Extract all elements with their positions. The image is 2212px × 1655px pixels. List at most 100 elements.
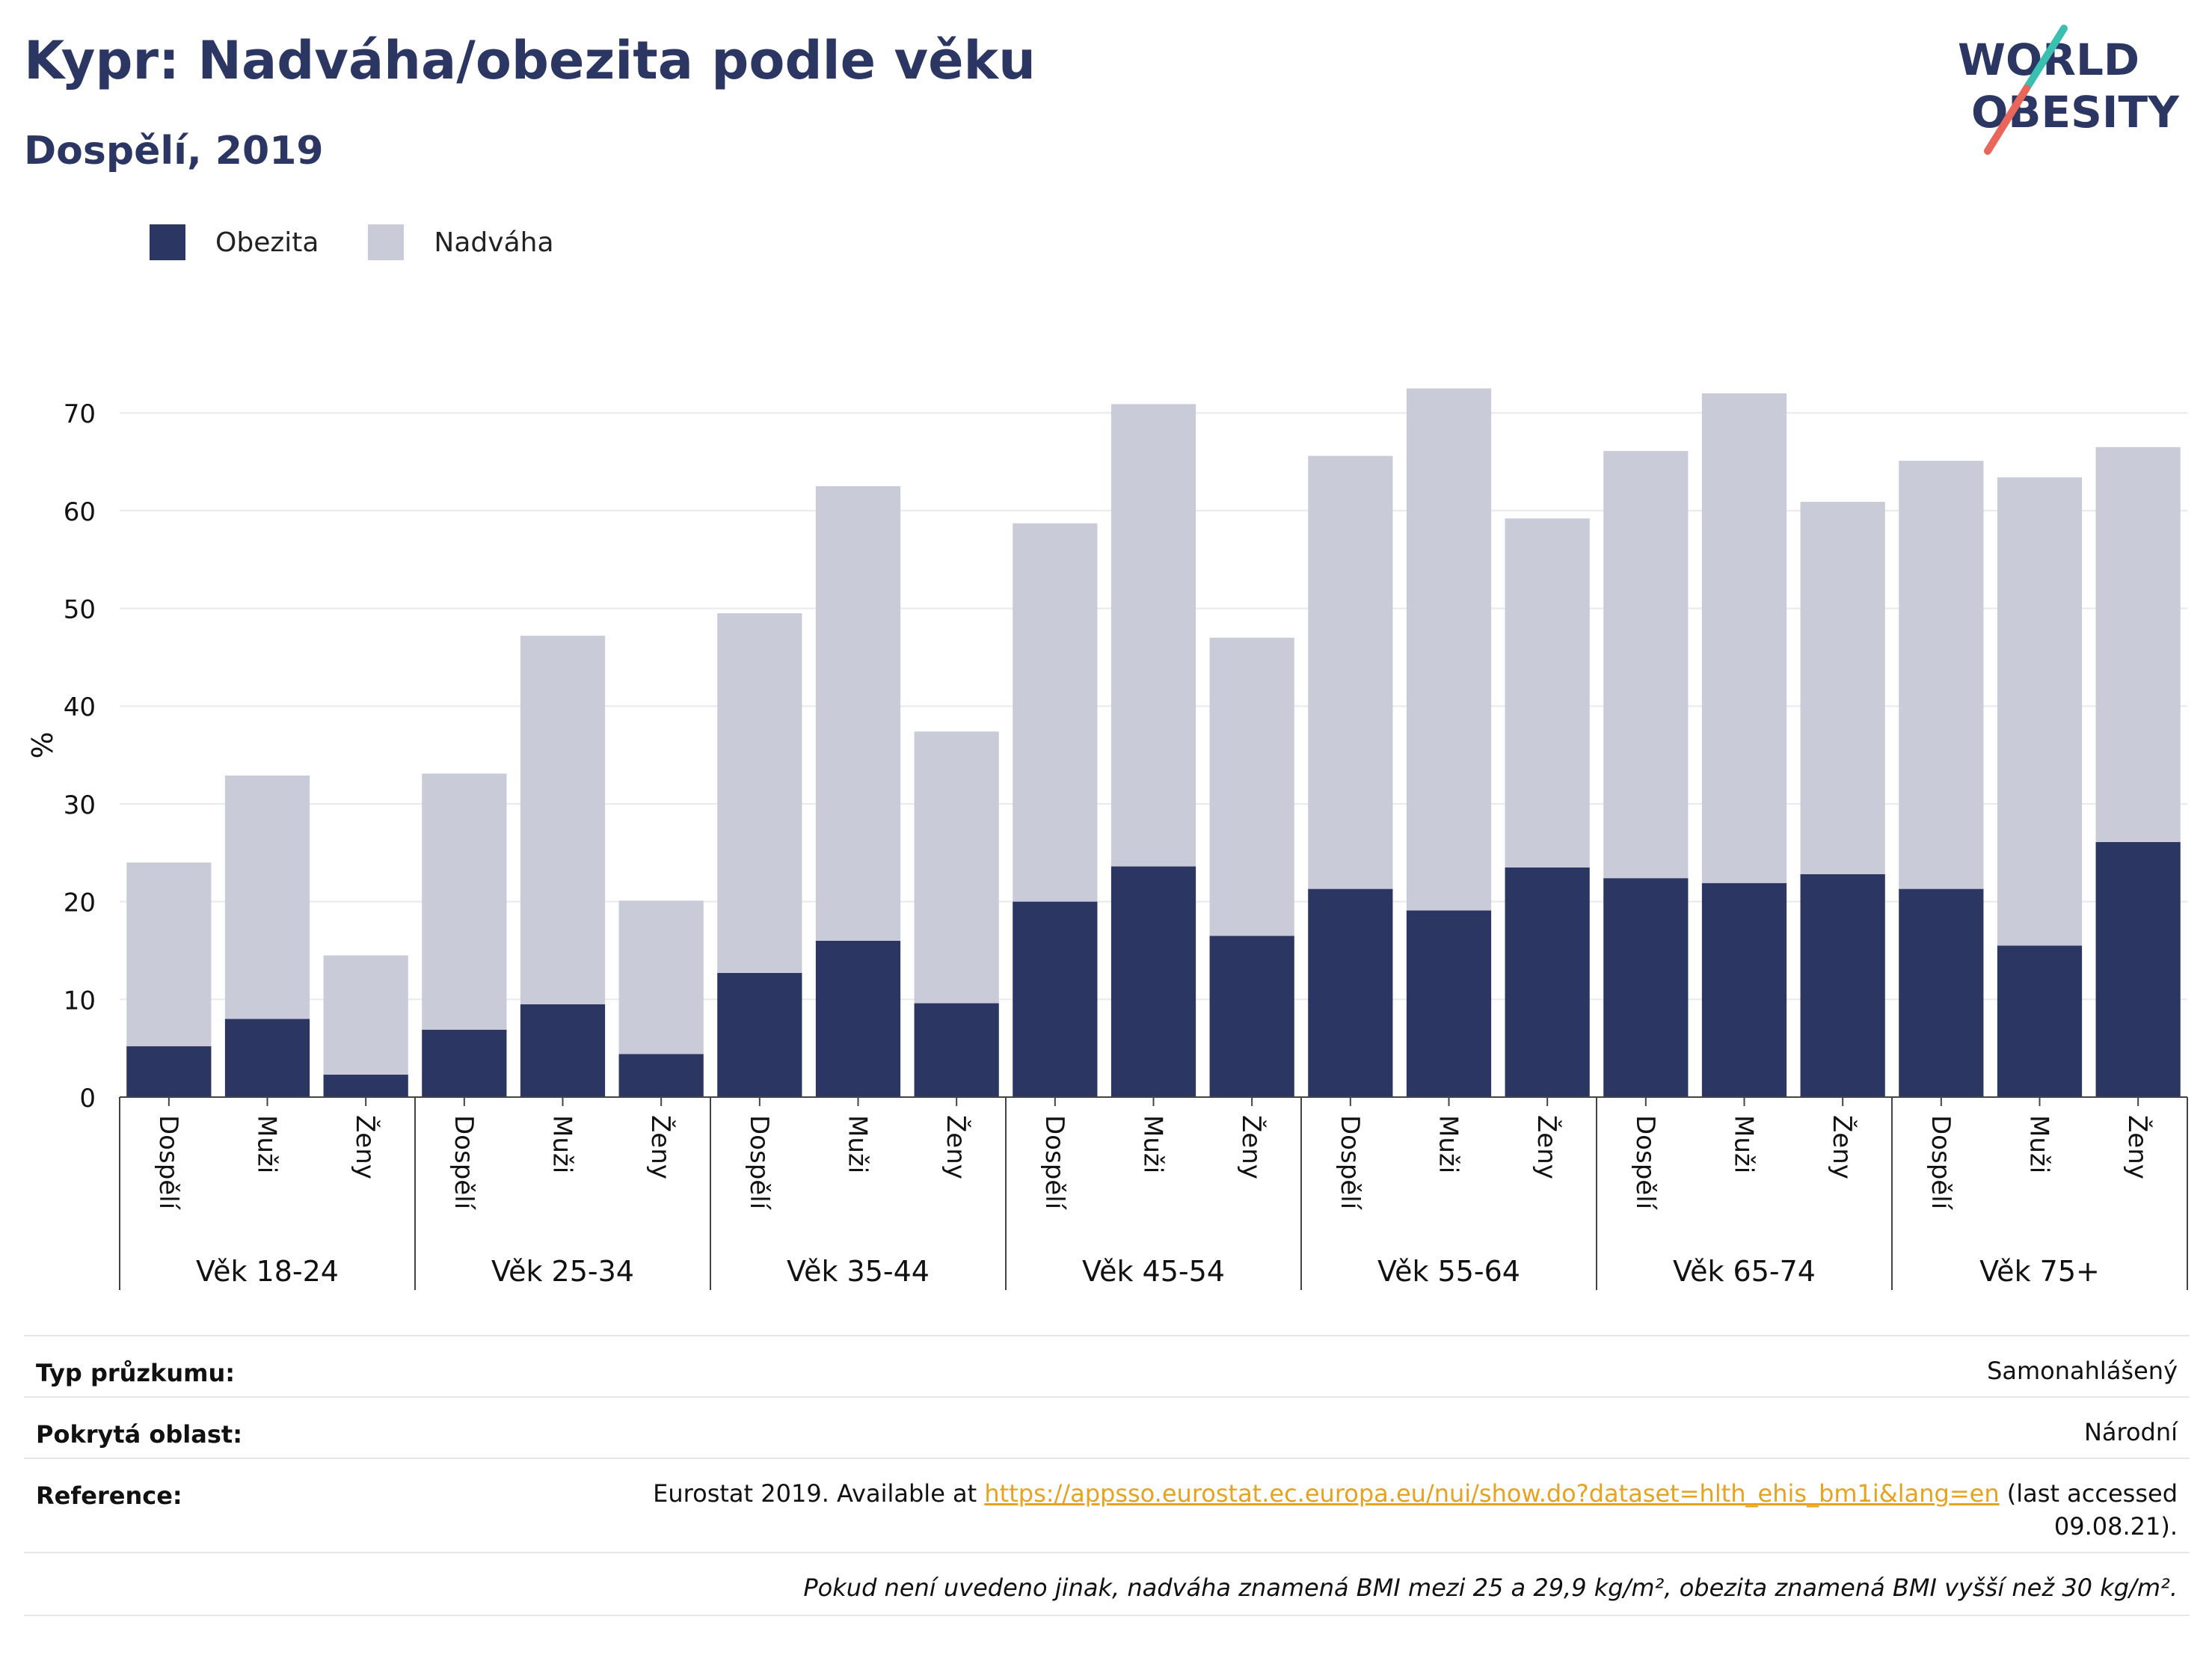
bar-nadváha-8 xyxy=(914,731,999,1004)
bar-obezita-16 xyxy=(1701,882,1787,1097)
info-row-coverage: Pokrytá oblast: Národní xyxy=(24,1396,2190,1459)
bar-nadváha-5 xyxy=(618,900,704,1054)
bar-obezita-3 xyxy=(422,1029,507,1097)
x-category-label-9: Dospělí xyxy=(1039,1115,1069,1211)
bar-nadváha-1 xyxy=(224,775,310,1019)
info-row-note: Pokud není uvedeno jinak, nadváha znamen… xyxy=(24,1552,2190,1616)
info-row-survey-type: Typ průzkumu: Samonahlášený xyxy=(24,1335,2190,1398)
legend-item-obezita: Obezita xyxy=(150,224,319,260)
x-category-label-13: Muži xyxy=(1434,1115,1463,1173)
survey-type-label: Typ průzkumu: xyxy=(36,1359,236,1387)
bar-obezita-10 xyxy=(1110,866,1196,1097)
bar-obezita-2 xyxy=(323,1074,408,1097)
y-tick-label-50: 50 xyxy=(64,595,96,625)
x-category-label-17: Ženy xyxy=(1827,1115,1858,1179)
legend-item-nadvaha: Nadváha xyxy=(368,224,554,260)
x-category-label-0: Dospělí xyxy=(153,1115,183,1211)
chart-title: Kypr: Nadváha/obezita podle věku xyxy=(24,30,1036,91)
bar-obezita-20 xyxy=(2095,841,2181,1097)
reference-label: Reference: xyxy=(36,1481,182,1510)
x-category-label-10: Muži xyxy=(1138,1115,1168,1173)
stacked-bar-chart: 0 10 20 30 40 50 60 70% Dospělí Muži Ženy Věk 18-24… xyxy=(26,388,2188,1290)
bar-obezita-4 xyxy=(520,1004,606,1097)
x-category-label-8: Ženy xyxy=(941,1115,971,1179)
y-tick-label-60: 60 xyxy=(64,497,96,527)
x-category-label-15: Dospělí xyxy=(1630,1115,1660,1211)
group-label-1: Věk 25-34 xyxy=(491,1255,634,1288)
world-obesity-logo: WORLD OBESITY xyxy=(1958,25,2180,155)
x-category-label-16: Muži xyxy=(1729,1115,1759,1173)
x-category-label-1: Muži xyxy=(252,1115,282,1173)
legend-swatch-obezita xyxy=(150,224,185,260)
bar-nadváha-19 xyxy=(1997,477,2083,946)
reference-value: Eurostat 2019. Available at https://apps… xyxy=(653,1477,2178,1543)
bar-obezita-0 xyxy=(126,1046,212,1097)
group-label-3: Věk 45-54 xyxy=(1082,1255,1225,1288)
bar-obezita-14 xyxy=(1505,867,1590,1097)
bar-nadváha-12 xyxy=(1308,455,1393,889)
bar-nadváha-16 xyxy=(1701,393,1787,883)
bar-nadváha-2 xyxy=(323,955,408,1075)
bar-obezita-7 xyxy=(815,940,901,1097)
logo-line2: OBESITY xyxy=(1971,87,2180,138)
bar-nadváha-15 xyxy=(1603,451,1689,879)
legend-label-obezita: Obezita xyxy=(215,227,319,258)
bar-obezita-5 xyxy=(618,1054,704,1097)
x-category-label-6: Dospělí xyxy=(744,1115,774,1211)
x-category-label-2: Ženy xyxy=(350,1115,381,1179)
chart-subtitle: Dospělí, 2019 xyxy=(24,129,324,174)
x-category-label-4: Muži xyxy=(547,1115,577,1173)
group-label-4: Věk 55-64 xyxy=(1377,1255,1520,1288)
definition-note: Pokud není uvedeno jinak, nadváha znamen… xyxy=(803,1573,2178,1602)
y-tick-label-30: 30 xyxy=(64,790,96,820)
bar-obezita-6 xyxy=(717,973,802,1097)
info-row-reference: Reference: Eurostat 2019. Available at h… xyxy=(24,1458,2190,1553)
coverage-label: Pokrytá oblast: xyxy=(36,1420,242,1449)
legend-swatch-nadvaha xyxy=(368,224,405,260)
bar-nadváha-6 xyxy=(717,613,802,974)
bar-nadváha-4 xyxy=(520,636,606,1004)
bar-obezita-8 xyxy=(914,1003,999,1097)
reference-suffix: (last accessed xyxy=(1999,1479,2178,1508)
x-category-label-3: Dospělí xyxy=(449,1115,479,1211)
x-category-label-7: Muži xyxy=(843,1115,873,1173)
group-label-6: Věk 75+ xyxy=(1979,1255,2100,1288)
y-tick-label-0: 0 xyxy=(79,1084,96,1114)
bar-nadváha-13 xyxy=(1406,388,1492,911)
bar-obezita-9 xyxy=(1013,901,1098,1097)
x-category-label-18: Dospělí xyxy=(1926,1115,1956,1211)
bar-nadváha-10 xyxy=(1110,404,1196,867)
y-tick-label-70: 70 xyxy=(64,399,96,429)
bar-obezita-11 xyxy=(1209,936,1294,1097)
x-category-label-20: Ženy xyxy=(2122,1115,2153,1179)
bar-nadváha-20 xyxy=(2095,446,2181,842)
bar-obezita-1 xyxy=(224,1019,310,1097)
bar-nadváha-7 xyxy=(815,486,901,941)
x-category-label-11: Ženy xyxy=(1236,1115,1267,1179)
bar-nadváha-9 xyxy=(1013,523,1098,902)
chart-legend: Obezita Nadváha xyxy=(150,223,603,262)
group-label-5: Věk 65-74 xyxy=(1673,1255,1816,1288)
group-label-0: Věk 18-24 xyxy=(196,1255,339,1288)
bar-nadváha-0 xyxy=(126,862,212,1047)
y-tick-label-10: 10 xyxy=(64,986,96,1016)
bar-obezita-12 xyxy=(1308,888,1393,1097)
bar-obezita-13 xyxy=(1406,910,1492,1097)
bar-nadváha-11 xyxy=(1209,637,1294,936)
bar-obezita-17 xyxy=(1800,874,1885,1097)
bar-obezita-19 xyxy=(1997,945,2083,1097)
reference-accessed-date: 09.08.21). xyxy=(2053,1512,2178,1541)
x-category-label-12: Dospělí xyxy=(1335,1115,1365,1211)
survey-type-value: Samonahlášený xyxy=(1987,1357,2178,1385)
coverage-value: Národní xyxy=(2083,1418,2178,1446)
bar-nadváha-17 xyxy=(1800,502,1885,875)
bar-nadváha-14 xyxy=(1505,518,1590,868)
legend-label-nadvaha: Nadváha xyxy=(434,227,554,258)
bar-obezita-18 xyxy=(1899,888,1984,1097)
bar-nadváha-18 xyxy=(1899,461,1984,889)
y-tick-label-40: 40 xyxy=(64,693,96,722)
x-category-label-19: Muži xyxy=(2024,1115,2054,1173)
reference-link[interactable]: https://appsso.eurostat.ec.europa.eu/nui… xyxy=(984,1479,2000,1508)
x-category-label-5: Ženy xyxy=(645,1115,676,1179)
group-label-2: Věk 35-44 xyxy=(787,1255,930,1288)
